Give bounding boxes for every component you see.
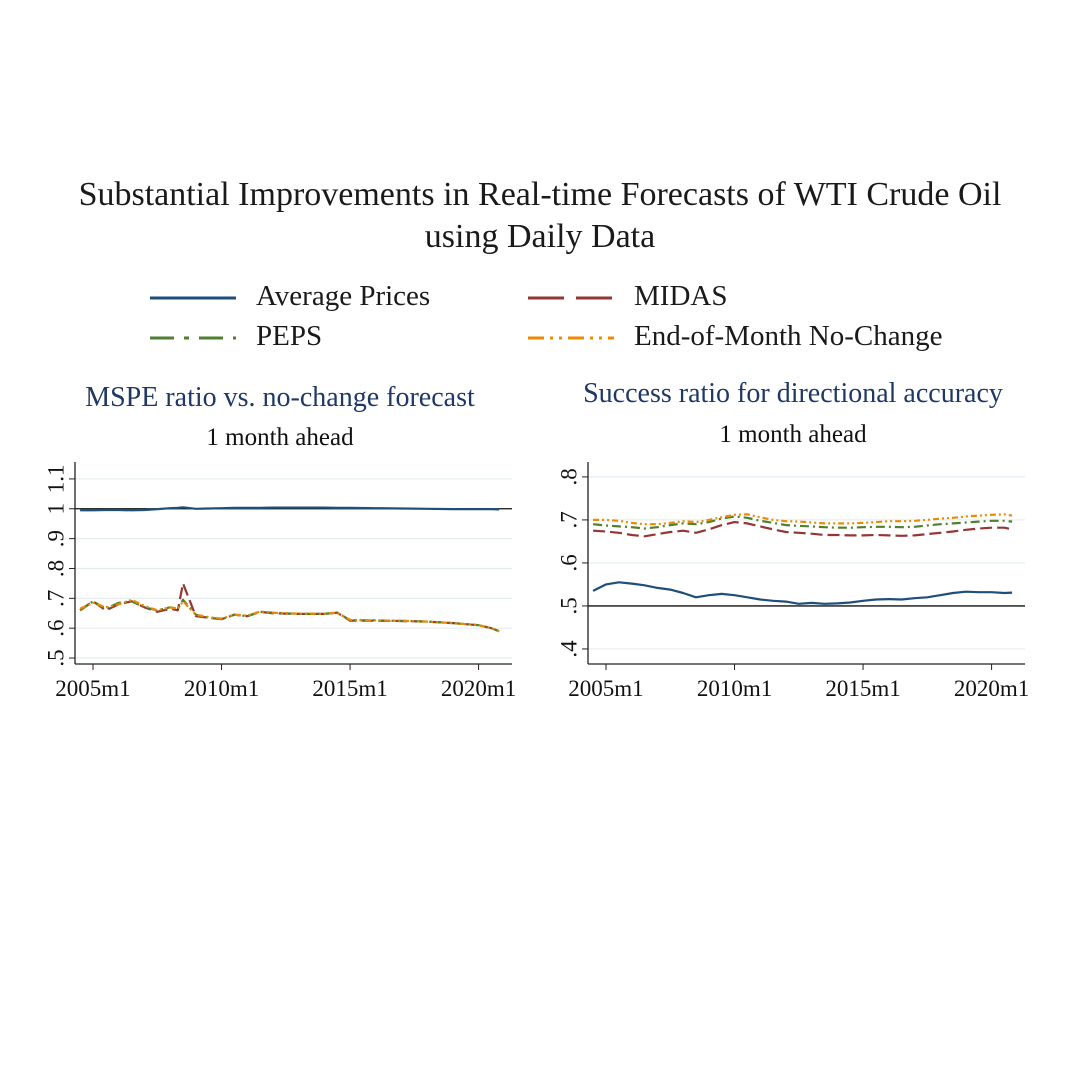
series-line-peps [79, 598, 500, 633]
y-tick-label: .8 [44, 560, 69, 577]
x-tick-label: 2010m1 [697, 676, 772, 701]
y-tick-label: .7 [557, 511, 582, 528]
x-tick-label: 2005m1 [568, 676, 643, 701]
y-tick-label: .6 [557, 554, 582, 571]
y-tick-label: .6 [44, 620, 69, 637]
legend: Average Prices MIDAS PEPS End-of-Month N… [0, 280, 1080, 360]
x-tick-label: 2005m1 [55, 676, 130, 701]
plot-area: .4 .5 .6 .7 .8 2005m1 2010m1 2015m1 2020m1 [557, 462, 1029, 701]
legend-swatch-average-prices [150, 296, 236, 300]
figure-title-line2: using Daily Data [424, 218, 656, 255]
series-line-peps [592, 515, 1013, 530]
x-tick-label: 2010m1 [184, 676, 259, 701]
chart-title: MSPE ratio vs. no-change forecast [85, 382, 475, 413]
figure-title-line1: Substantial Improvements in Real-time Fo… [78, 176, 1002, 213]
plot-area: .5 .6 .7 .8 .9 1 1.1 2005m1 2010m1 2015m1 2020m1 [44, 462, 516, 701]
y-tick-label: .7 [44, 590, 69, 607]
legend-swatch-midas [528, 296, 614, 300]
series-line-average-prices [592, 581, 1013, 605]
y-tick-label: .5 [557, 597, 582, 614]
chart-title: Success ratio for directional accuracy [583, 378, 1003, 409]
y-tick-label: .9 [44, 530, 69, 547]
legend-swatch-end-of-month [528, 336, 614, 340]
chart-success-ratio: Success ratio for directional accuracy 1… [553, 378, 1033, 718]
legend-label: End-of-Month No-Change [634, 320, 943, 352]
x-tick-label: 2020m1 [954, 676, 1029, 701]
y-tick-label: 1.1 [44, 465, 69, 494]
legend-label: Average Prices [256, 280, 431, 312]
legend-label: PEPS [256, 320, 323, 352]
y-tick-label: .8 [557, 468, 582, 485]
y-tick-label: 1 [44, 503, 69, 515]
series-line-midas [593, 520, 1013, 538]
figure-title: Substantial Improvements in Real-time Fo… [0, 174, 1080, 258]
x-tick-label: 2015m1 [825, 676, 900, 701]
series-line-end-of-month-no-change [79, 598, 500, 633]
series-line-midas [79, 582, 500, 633]
legend-label: MIDAS [634, 280, 728, 312]
legend-swatch-peps [150, 336, 236, 340]
series-line-average-prices [80, 506, 500, 512]
x-tick-label: 2020m1 [441, 676, 516, 701]
x-tick-label: 2015m1 [312, 676, 387, 701]
y-tick-label: .5 [44, 649, 69, 666]
chart-subtitle: 1 month ahead [719, 421, 867, 448]
series-line-end-of-month-no-change [593, 513, 1013, 526]
chart-mspe: MSPE ratio vs. no-change forecast 1 mont… [40, 378, 520, 718]
chart-subtitle: 1 month ahead [206, 424, 354, 451]
y-tick-label: .4 [557, 640, 582, 658]
